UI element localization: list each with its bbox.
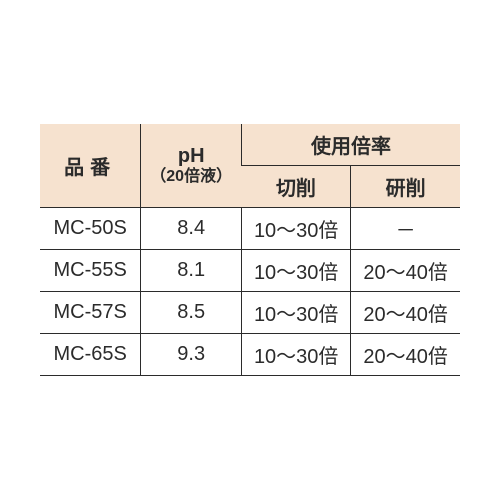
cell-grind: 20～40倍 (351, 334, 460, 376)
table-row: MC-55S 8.1 10～30倍 20～40倍 (40, 250, 460, 292)
spec-table: 品番 pH （20倍液） 使用倍率 切削 研削 MC-50S 8.4 10～30… (40, 124, 460, 376)
col-header-ph: pH （20倍液） (141, 124, 242, 208)
table-row: MC-50S 8.4 10～30倍 － (40, 208, 460, 250)
cell-ph: 8.1 (141, 250, 242, 292)
cell-part: MC-55S (40, 250, 141, 292)
cell-part: MC-50S (40, 208, 141, 250)
cell-cut: 10～30倍 (242, 334, 351, 376)
cell-cut: 10～30倍 (242, 292, 351, 334)
table-row: MC-65S 9.3 10～30倍 20～40倍 (40, 334, 460, 376)
col-header-usage-ratio: 使用倍率 (242, 124, 460, 166)
cell-ph: 8.5 (141, 292, 242, 334)
cell-ph: 9.3 (141, 334, 242, 376)
cell-ph: 8.4 (141, 208, 242, 250)
cell-part: MC-57S (40, 292, 141, 334)
cell-cut: 10～30倍 (242, 208, 351, 250)
col-header-cutting: 切削 (242, 166, 351, 208)
cell-cut: 10～30倍 (242, 250, 351, 292)
cell-grind: 20～40倍 (351, 250, 460, 292)
col-header-grinding: 研削 (351, 166, 460, 208)
table-row: MC-57S 8.5 10～30倍 20～40倍 (40, 292, 460, 334)
col-header-part-no: 品番 (40, 124, 141, 208)
cell-grind: 20～40倍 (351, 292, 460, 334)
cell-grind: － (351, 208, 460, 250)
spec-table-container: 品番 pH （20倍液） 使用倍率 切削 研削 MC-50S 8.4 10～30… (40, 124, 460, 376)
cell-part: MC-65S (40, 334, 141, 376)
